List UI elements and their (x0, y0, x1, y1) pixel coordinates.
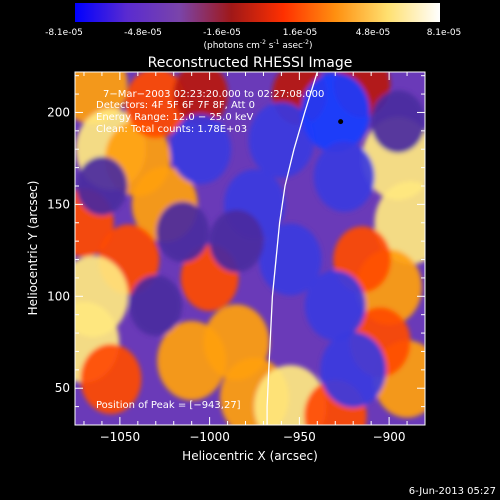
y-tick-label: 150 (47, 197, 70, 211)
intensity-blob (300, 72, 370, 153)
x-tick-label: −1000 (189, 430, 230, 444)
colorbar-tick-label: -4.8e-05 (124, 28, 162, 38)
intensity-blob (156, 201, 210, 263)
chart-title: Reconstructed RHESSI Image (148, 55, 353, 71)
axis-ticks (75, 72, 426, 425)
colorbar-ticks: -8.1e-05 -4.8e-05 -1.6e-05 1.6e-05 4.8e-… (45, 28, 461, 38)
intensity-blob (80, 344, 142, 415)
intensity-blob (170, 114, 232, 185)
colorbar-tick-label: 4.8e-05 (356, 28, 391, 38)
plot-frame (74, 71, 426, 426)
intensity-blob (129, 275, 183, 336)
footer-timestamp: 6-Jun-2013 05:27 (409, 486, 496, 497)
annotation-time: 7−Mar−2003 02:23:20.000 to 02:27:08.000 (103, 89, 324, 100)
y-tick-label: 50 (55, 381, 70, 395)
colorbar-tick-label: -8.1e-05 (45, 28, 83, 38)
y-tick-labels: 50 100 150 200 (47, 105, 70, 395)
x-axis-label: Heliocentric X (arcsec) (182, 449, 318, 463)
annotation-block: 7−Mar−2003 02:23:20.000 to 02:27:08.000 … (96, 89, 324, 411)
image-blobs (75, 72, 425, 425)
x-tick-label: −1050 (100, 430, 141, 444)
intensity-blob (209, 209, 264, 273)
intensity-blob (320, 332, 387, 408)
y-tick-label: 100 (47, 289, 70, 303)
colorbar (75, 3, 440, 22)
colorbar-tick-label: 1.6e-05 (283, 28, 318, 38)
solar-limb (266, 72, 318, 425)
intensity-blob (125, 72, 187, 139)
colorbar-tick-label: -1.6e-05 (203, 28, 241, 38)
y-tick-label: 200 (47, 105, 70, 119)
annotation-detectors: Detectors: 4F 5F 6F 7F 8F, Att 0 (96, 100, 255, 111)
intensity-blob (304, 270, 366, 341)
marker-dot (338, 119, 344, 125)
colorbar-tick-label: 8.1e-05 (427, 28, 462, 38)
x-tick-label: −900 (373, 430, 406, 444)
intensity-blob (173, 72, 228, 126)
annotation-energy: Energy Range: 12.0 − 25.0 keV (96, 112, 253, 123)
intensity-blob (370, 90, 425, 153)
y-axis-label: Heliocentric Y (arcsec) (26, 181, 40, 316)
intensity-blob (76, 156, 128, 216)
x-tick-labels: −1050 −1000 −950 −900 (100, 430, 406, 444)
intensity-blob (248, 102, 315, 178)
annotation-clean: Clean: Total counts: 1.78E+03 (96, 124, 247, 135)
x-tick-label: −950 (283, 430, 316, 444)
intensity-blob (313, 141, 375, 212)
colorbar-unit-label: (photons cm-2 s-1 asec-2) (203, 39, 312, 51)
peak-position-label: Position of Peak = [−943,27] (96, 400, 241, 411)
